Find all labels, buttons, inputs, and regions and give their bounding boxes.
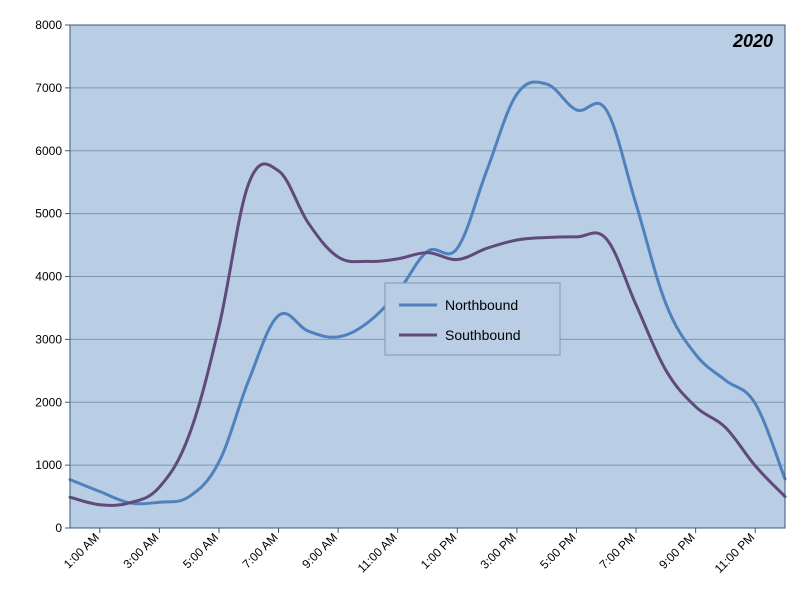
year-label: 2020 [732,31,773,51]
x-tick-label: 11:00 AM [355,530,400,575]
y-tick-label: 0 [55,521,62,535]
x-tick-label: 3:00 AM [120,530,161,571]
y-tick-label: 4000 [35,270,62,284]
x-tick-label: 7:00 PM [597,530,639,572]
y-tick-label: 7000 [35,81,62,95]
x-tick-label: 1:00 PM [418,530,460,572]
y-tick-label: 5000 [35,207,62,221]
x-tick-label: 5:00 AM [180,530,221,571]
x-tick-label: 11:00 PM [712,530,758,576]
y-tick-label: 1000 [35,458,62,472]
x-tick-label: 9:00 PM [656,530,698,572]
legend-label: Southbound [445,327,521,343]
y-tick-label: 6000 [35,144,62,158]
x-tick-label: 3:00 PM [477,530,519,572]
x-tick-label: 5:00 PM [537,530,579,572]
x-tick-label: 1:00 AM [61,530,102,571]
chart-container: 0 1000 2000 3000 4000 5000 6000 7000 8000 1:00 AM… [0,0,800,600]
legend [385,283,560,355]
y-tick-label: 2000 [35,395,62,409]
line-chart: 0 1000 2000 3000 4000 5000 6000 7000 8000 1:00 AM… [0,0,800,600]
legend-label: Northbound [445,297,518,313]
y-tick-label: 3000 [35,332,62,346]
x-tick-label: 7:00 AM [240,530,281,571]
y-tick-label: 8000 [35,18,62,32]
x-tick-label: 9:00 AM [299,530,340,571]
